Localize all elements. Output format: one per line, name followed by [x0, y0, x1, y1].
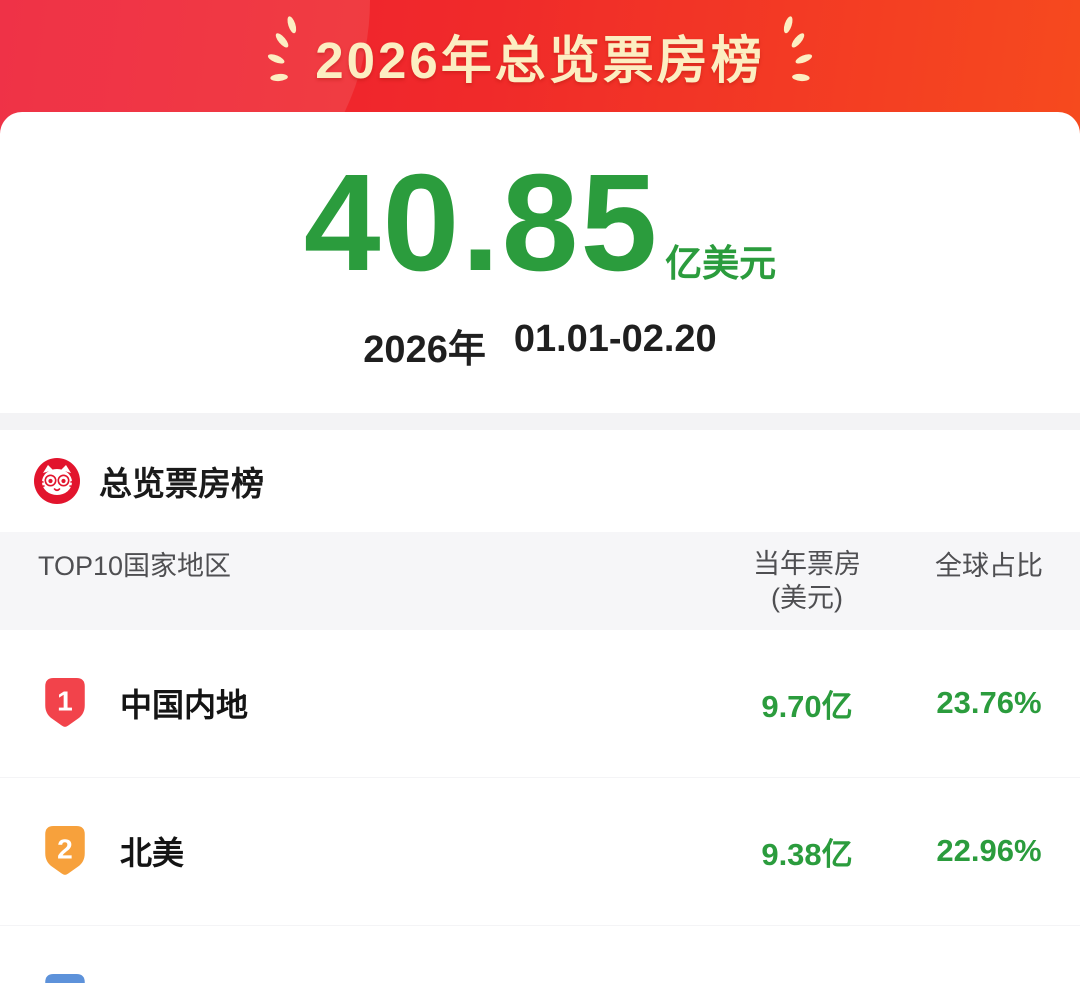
- laurel-right-icon: [783, 16, 812, 82]
- list-section-header: 总览票房榜: [0, 430, 1080, 532]
- content-card: 40.85 亿美元 2026年 01.01-02.20: [0, 112, 1080, 983]
- country-name: 北美: [120, 835, 185, 871]
- table-header: TOP10国家地区 当年票房 (美元) 全球占比: [0, 532, 1080, 630]
- laurel-left-icon: [268, 16, 297, 82]
- country-name: 英国: [120, 976, 722, 983]
- box-office-value: 9.70亿: [761, 688, 853, 724]
- share-value: 6.03%: [914, 981, 1064, 983]
- ranking-row[interactable]: 3 英国 2.46亿 6.03%: [0, 926, 1080, 983]
- section-divider: [0, 413, 1080, 430]
- ranking-rows: 1 中国内地 9.70亿 23.76% 2 北美 9.38亿 22.96% 3 …: [0, 629, 1080, 983]
- column-header-box-office: 当年票房 (美元): [753, 549, 861, 613]
- banner: 2026年总览票房榜: [0, 0, 1080, 134]
- share-value: 23.76%: [936, 685, 1042, 720]
- rank-badge-shape: [45, 678, 85, 727]
- rank-badge-shape: [45, 974, 85, 983]
- rank-number: 2: [57, 833, 73, 864]
- rank-badge: 1: [45, 678, 85, 727]
- page-title: 2026年总览票房榜: [315, 32, 765, 89]
- list-section-title: 总览票房榜: [99, 465, 264, 502]
- date-range-line: 2026年 01.01-02.20: [0, 318, 1080, 373]
- total-box-office-unit: 亿美元: [665, 243, 777, 284]
- total-summary: 40.85 亿美元 2026年 01.01-02.20: [0, 112, 1080, 373]
- rank-badge: 2: [45, 826, 85, 875]
- rank-number: 1: [57, 685, 73, 716]
- box-office-value: 9.38亿: [761, 836, 853, 872]
- ranking-row[interactable]: 1 中国内地 9.70亿 23.76%: [0, 630, 1080, 778]
- box-office-value: 2.46亿: [722, 977, 892, 983]
- maoyan-cat-icon: [34, 458, 80, 504]
- ranking-row[interactable]: 2 北美 9.38亿 22.96%: [0, 778, 1080, 926]
- year-label: 2026年: [363, 329, 486, 371]
- rank-badge: 3: [45, 974, 85, 983]
- rank-badge-shape: [45, 826, 85, 875]
- banner-decoration-circle: [0, 0, 370, 134]
- column-header-share: 全球占比: [935, 551, 1043, 581]
- date-range: 01.01-02.20: [513, 318, 717, 360]
- country-name: 中国内地: [120, 687, 249, 723]
- total-box-office-value: 40.85: [303, 146, 660, 300]
- share-value: 22.96%: [936, 833, 1042, 868]
- column-header-country: TOP10国家地区: [38, 551, 232, 581]
- rank-number: 3: [57, 981, 73, 983]
